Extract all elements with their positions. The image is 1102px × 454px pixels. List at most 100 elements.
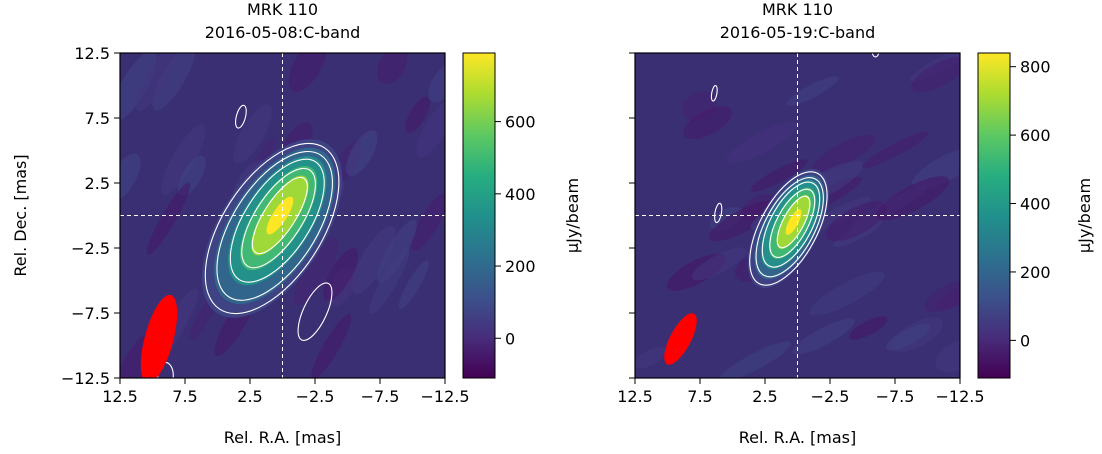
x-tick-label: 12.5 <box>617 387 653 406</box>
noise-blob <box>411 192 445 251</box>
panel-1-beam <box>140 294 178 378</box>
noise-blob <box>792 318 855 355</box>
y-tick-label: −7.5 <box>71 304 110 323</box>
contour-line <box>710 85 718 102</box>
contour-line <box>204 142 340 315</box>
panel-1-colorbar-label: μJy/beam <box>563 178 582 253</box>
x-tick-label: −12.5 <box>935 387 984 406</box>
y-tick-label: 12.5 <box>74 44 110 63</box>
noise-blob <box>311 314 352 378</box>
noise-blob <box>786 76 839 106</box>
noise-blob <box>886 323 931 351</box>
noise-blob <box>405 96 430 133</box>
x-tick-label: 7.5 <box>172 387 197 406</box>
noise-blob <box>825 201 888 242</box>
noise-blob <box>377 53 408 85</box>
contour-line <box>297 282 333 341</box>
panel-2-crosshair <box>635 53 960 378</box>
noise-blob <box>346 130 378 177</box>
panel-2-title: MRK 110 <box>762 0 833 19</box>
panel-1: MRK 110 2016-05-08:C-band 12.5 7.5 2.5 −2.5… <box>11 0 582 447</box>
noise-blob <box>725 121 799 164</box>
y-tick-label: 2.5 <box>85 174 110 193</box>
colorbar-tick-label: 600 <box>1020 126 1051 145</box>
panel-2-beam <box>664 313 697 365</box>
noise-blob <box>351 226 396 294</box>
panel-1-frame <box>119 52 446 379</box>
colorbar-tick-label: 200 <box>1020 263 1051 282</box>
x-tick-label: −2.5 <box>811 387 850 406</box>
x-tick-label: −12.5 <box>420 387 469 406</box>
panel-2-x-axis-label: Rel. R.A. [mas] <box>739 428 857 447</box>
noise-blob <box>692 247 747 281</box>
noise-blob <box>935 338 960 373</box>
noise-blob <box>862 131 929 169</box>
contour-line <box>229 158 325 283</box>
noise-blob <box>376 219 417 284</box>
contour-line <box>776 195 811 249</box>
noise-blob <box>293 236 339 306</box>
noise-blob <box>876 176 950 221</box>
panel-1-title: MRK 110 <box>247 0 318 19</box>
panel-1-crosshair <box>120 53 445 378</box>
panel-1-image-area <box>120 53 445 378</box>
beam-ellipse <box>664 313 697 365</box>
noise-blob <box>935 284 960 311</box>
y-tick-label: −2.5 <box>71 239 110 258</box>
beam-ellipse <box>140 294 178 378</box>
colorbar-tick-label: 800 <box>1020 58 1051 77</box>
panel-2-subtitle: 2016-05-19:C-band <box>720 23 876 42</box>
noise-blob <box>635 347 667 369</box>
colorbar-tick-label: 600 <box>505 113 536 132</box>
contour-line <box>235 104 247 129</box>
noise-blob <box>120 153 141 202</box>
panel-1-y-axis-label: Rel. Dec. [mas] <box>11 154 30 276</box>
colorbar-tick-label: 0 <box>1020 331 1030 350</box>
panel-2-colorbar-label: μJy/beam <box>1075 178 1094 253</box>
noise-blob <box>809 271 885 316</box>
noise-blob <box>146 182 191 255</box>
panel-2-x-ticks: 12.5 7.5 2.5 −2.5 −7.5 −12.5 <box>617 378 985 406</box>
x-tick-label: −7.5 <box>876 387 915 406</box>
panel-1-y-ticks: 12.5 7.5 2.5 −2.5 −7.5 −12.5 <box>61 44 120 388</box>
panel-1-x-axis-label: Rel. R.A. [mas] <box>224 428 342 447</box>
noise-blob <box>849 316 888 340</box>
panel-1-contours <box>157 104 340 378</box>
panel-1-x-ticks: 12.5 7.5 2.5 −2.5 −7.5 −12.5 <box>102 378 470 406</box>
noise-blob <box>811 134 876 173</box>
panel-2: MRK 110 2016-05-19:C-band 12.5 7.5 2.5 −2.5… <box>617 0 1094 447</box>
contour-line <box>714 202 723 224</box>
panel-2-colorbar <box>977 52 1011 379</box>
colorbar-tick-label: 200 <box>505 257 536 276</box>
x-tick-label: −2.5 <box>296 387 335 406</box>
contour-line <box>755 177 824 278</box>
contour-line <box>251 176 308 255</box>
noise-blob <box>152 53 196 111</box>
panel-2-y-ticks <box>629 52 635 379</box>
y-tick-label: 7.5 <box>85 109 110 128</box>
contour-line <box>871 53 880 58</box>
colorbar-tick-label: 400 <box>1020 195 1051 214</box>
noise-blob <box>161 124 206 195</box>
noise-blob <box>120 53 157 122</box>
y-tick-label: −12.5 <box>61 369 110 388</box>
colorbar-tick-label: 400 <box>505 185 536 204</box>
noise-blob <box>717 341 792 378</box>
contour-line <box>216 150 334 301</box>
panel-1-colorbar-ticks: 0 200 400 600 <box>495 113 536 348</box>
x-tick-label: −7.5 <box>361 387 400 406</box>
contour-line <box>761 181 821 268</box>
noise-blob <box>288 53 328 93</box>
noise-blob <box>398 260 429 309</box>
noise-blob <box>683 106 733 140</box>
noise-blob <box>428 65 445 103</box>
noise-blob <box>750 159 808 192</box>
colorbar-tick-label: 0 <box>505 329 515 348</box>
x-tick-label: 12.5 <box>102 387 138 406</box>
emission-peak <box>266 196 294 235</box>
noise-blob <box>135 53 178 111</box>
panel-2-frame <box>634 52 961 379</box>
noise-blob <box>911 57 960 93</box>
noise-blob <box>709 200 777 242</box>
